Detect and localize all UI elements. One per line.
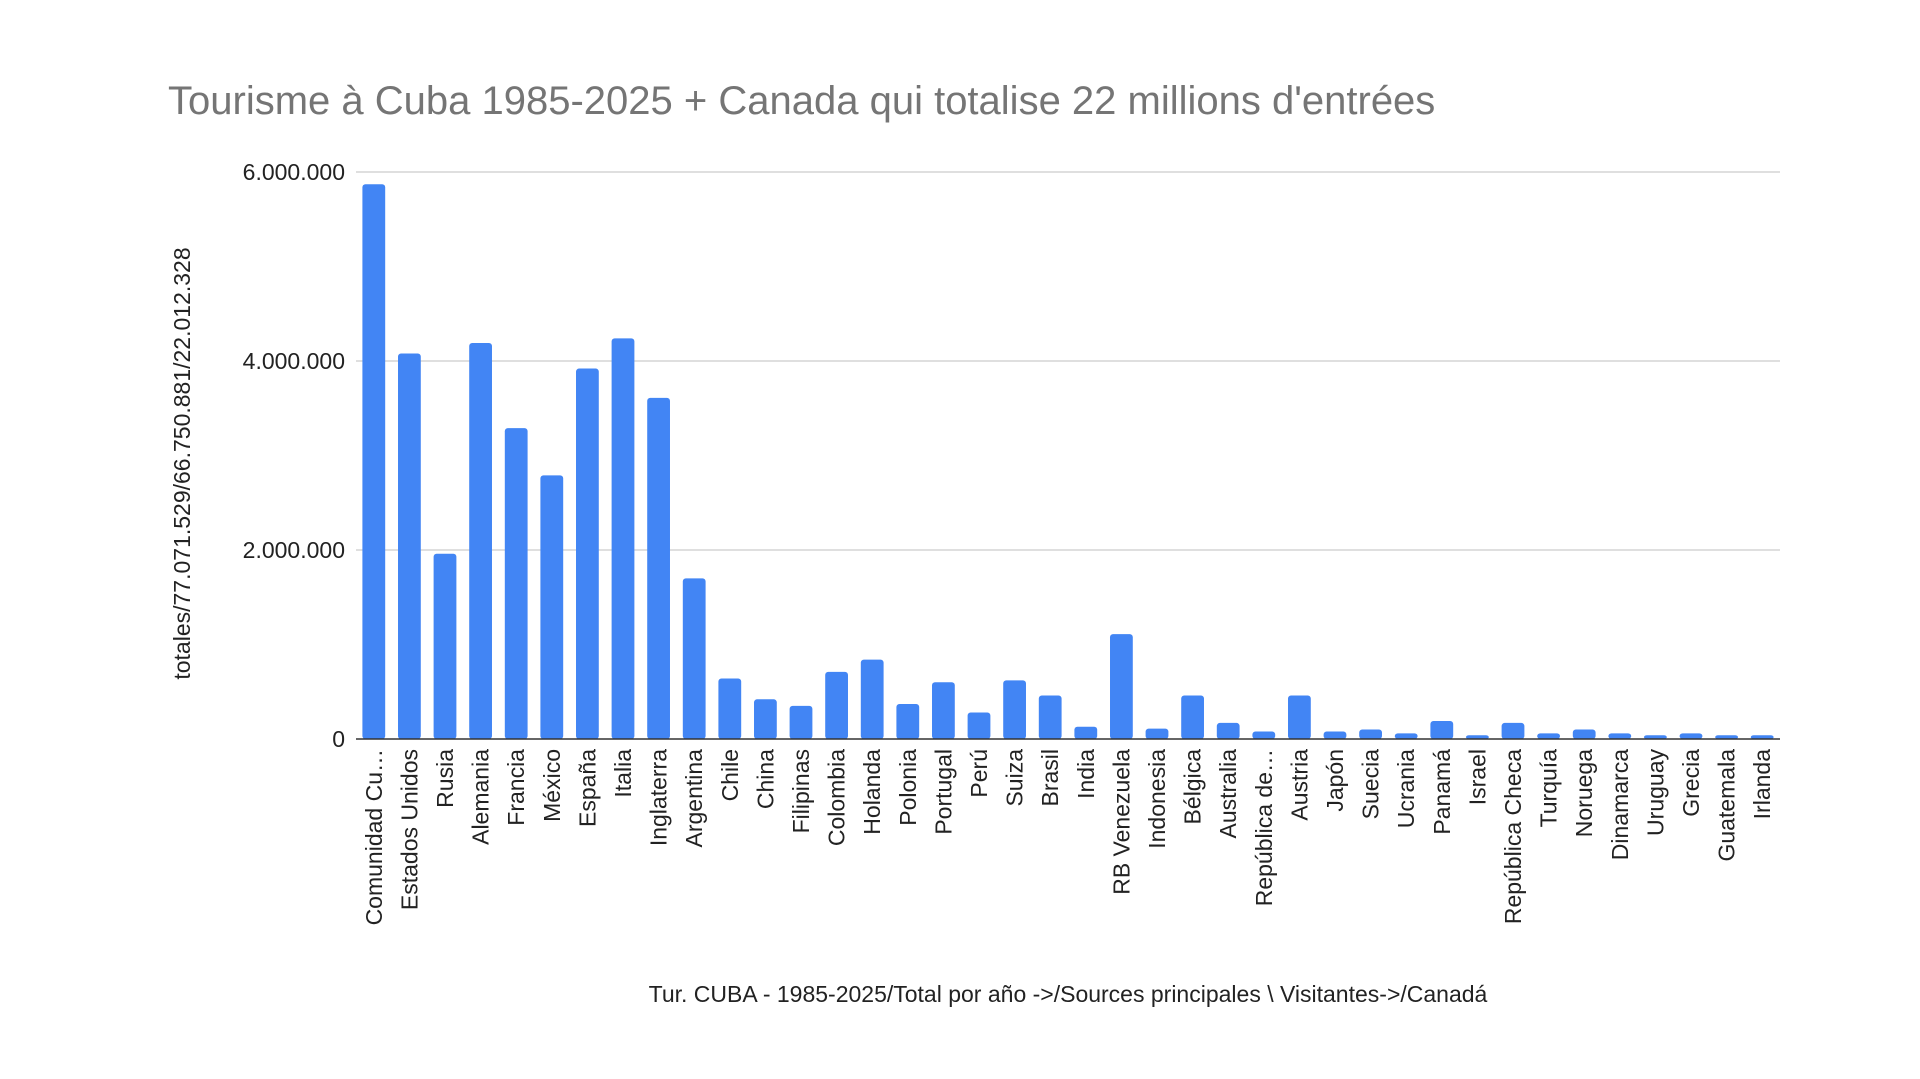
x-category-label: México [539,749,565,822]
bar [789,705,813,739]
x-category-label: China [752,749,778,809]
y-tick-label: 6.000.000 [243,159,345,185]
x-category-label: Filipinas [788,749,814,833]
x-category-label: Perú [966,749,992,798]
bar [718,678,742,739]
chart-title: Tourisme à Cuba 1985-2025 + Canada qui t… [168,79,1435,123]
bar [1430,721,1454,739]
gridlines [356,171,1780,551]
x-category-label: Guatemala [1714,749,1740,862]
x-category-label: Holanda [859,749,885,835]
x-category-label: Italia [610,749,636,798]
y-tick-label: 2.000.000 [243,537,345,563]
bar [1715,735,1738,739]
bar [504,428,528,739]
x-category-label: Dinamarca [1607,749,1633,860]
y-axis-title: totales/77.071.529/66.750.881/22.012.328 [169,247,195,679]
bar [1466,735,1489,739]
x-category-label: República de… [1251,749,1277,906]
x-category-label: India [1073,749,1099,799]
x-category-label: Brasil [1037,749,1063,807]
bars [362,184,1774,739]
bar [576,368,599,739]
x-category-label: República Checa [1500,749,1526,924]
bar [1394,733,1418,739]
bar [1750,735,1774,739]
x-category-label: Argentina [681,749,707,848]
bar [896,704,920,739]
bar [469,343,492,739]
bar [1038,695,1062,739]
x-category-label: Japón [1322,749,1348,812]
bar [1679,733,1703,739]
x-category-label: Turquía [1536,749,1562,828]
y-tick-label: 0 [332,726,345,752]
y-tick-label: 4.000.000 [243,348,345,374]
bar [647,397,670,739]
x-category-label: Indonesia [1144,749,1170,849]
x-category-label: Estados Unidos [396,749,422,910]
x-category-label: Rusia [432,749,458,808]
x-axis-categories: Comunidad Cu… Estados Unidos Rusia Alemania… [361,749,1775,926]
x-category-label: Austria [1286,749,1312,821]
x-axis-title: Tur. CUBA - 1985-2025/Total por año ->/S… [649,981,1488,1007]
bar [1003,680,1026,739]
x-category-label: España [574,749,600,827]
x-category-label: Portugal [930,749,956,835]
bar [754,699,777,739]
bar [611,338,635,739]
bar [1501,722,1525,739]
x-category-label: Francia [503,749,529,826]
bar [1181,695,1204,739]
x-category-label: Irlanda [1749,749,1775,820]
bar [540,475,564,739]
bar [433,553,457,739]
x-category-label: Panamá [1429,749,1455,835]
x-category-label: Polonia [895,749,921,826]
bar [1216,722,1240,739]
bar [1572,729,1596,739]
x-category-label: Ucrania [1393,749,1419,828]
y-axis-ticks: 0 2.000.000 4.000.000 6.000.000 [243,159,345,752]
bar [967,712,991,739]
x-category-label: RB Venezuela [1108,749,1134,895]
x-category-label: Bélgica [1180,749,1206,825]
bar [1145,728,1169,739]
bar [1537,733,1560,739]
x-category-label: Alemania [468,749,494,845]
x-category-label: Uruguay [1642,749,1668,836]
bar [1252,731,1276,739]
bar [362,184,386,739]
bar [932,682,955,739]
x-category-label: Comunidad Cu… [361,749,387,925]
bar [1323,731,1347,739]
bar [1608,733,1632,739]
x-category-label: Inglaterra [646,749,672,846]
x-category-label: Colombia [824,749,850,846]
bar [825,671,848,739]
bar [1288,695,1311,739]
bar [1644,735,1667,739]
bar [398,353,421,739]
x-category-label: Suecia [1358,749,1384,820]
x-category-label: Noruega [1571,749,1597,837]
bar [1359,729,1382,739]
x-category-label: Australia [1215,749,1241,839]
x-category-label: Chile [717,749,743,801]
x-category-label: Suiza [1002,749,1028,807]
bar [860,659,884,739]
bar [1110,634,1133,739]
x-category-label: Israel [1464,749,1490,805]
bar [682,578,706,739]
bar [1074,726,1098,739]
x-category-label: Grecia [1678,749,1704,817]
